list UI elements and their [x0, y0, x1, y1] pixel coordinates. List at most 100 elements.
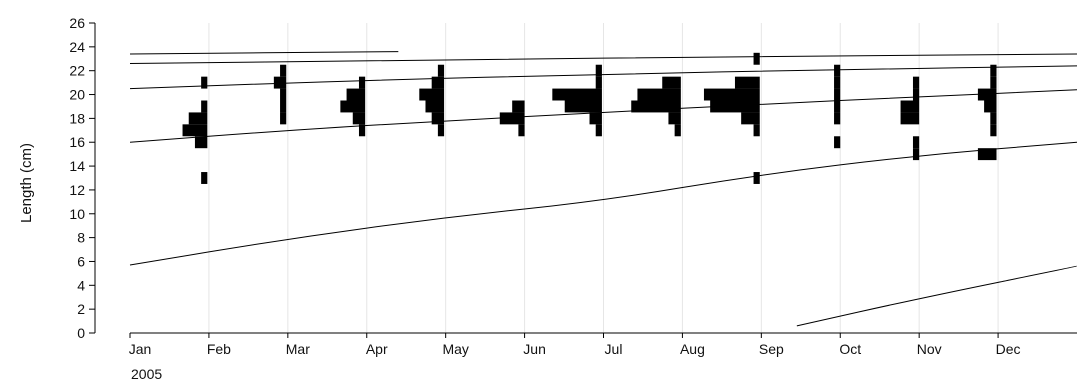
year-label: 2005	[131, 366, 162, 381]
curve-layer	[129, 51, 1077, 327]
y-tick-label-22: 22	[69, 63, 85, 79]
lfd-bar-sample-11-21	[990, 76, 997, 89]
x-tick-label-mar: Mar	[286, 341, 310, 357]
lfd-bar-sample-6-20	[552, 88, 602, 101]
lfd-bar-sample-1-21	[201, 76, 208, 89]
lfd-bar-sample-9-21	[834, 76, 841, 89]
lfd-bar-sample-9-19	[834, 100, 841, 113]
y-tick-label-2: 2	[77, 301, 85, 317]
lfd-bar-sample-4-20	[419, 88, 445, 101]
lfd-bar-sample-1-17	[182, 124, 208, 137]
lfd-bar-sample-8-18	[741, 112, 760, 125]
x-tick-label-feb: Feb	[207, 341, 231, 357]
growth-curve-2	[129, 53, 1077, 65]
lfd-bar-sample-7-19	[631, 100, 681, 113]
y-tick-label-8: 8	[77, 230, 85, 246]
y-tick-label-24: 24	[69, 39, 85, 55]
lfd-bar-sample-10-19	[900, 100, 920, 113]
y-tick-label-10: 10	[69, 206, 85, 222]
lfd-bar-sample-9-18	[834, 112, 841, 125]
lfd-bar-sample-8-13	[753, 172, 760, 184]
lfd-bar-sample-10-15	[912, 148, 920, 161]
lfd-bar-sample-11-20	[977, 88, 997, 101]
lfd-bar-sample-6-19	[564, 100, 602, 113]
lfd-bar-sample-3-18	[352, 112, 366, 125]
lfd-bar-sample-3-19	[340, 100, 366, 113]
lfd-bar-sample-10-18	[900, 112, 920, 125]
lfd-bar-sample-4-22	[437, 64, 445, 77]
lfd-bar-sample-8-20	[703, 88, 760, 101]
x-tick-label-nov: Nov	[917, 341, 942, 357]
lfd-bar-sample-2-22	[280, 64, 287, 77]
lfd-bar-sample-10-21	[912, 76, 920, 89]
lfd-bar-sample-11-22	[990, 64, 997, 77]
lfd-bar-sample-7-21	[662, 76, 681, 89]
x-tick-label-jan: Jan	[129, 341, 152, 357]
y-tick-label-18: 18	[69, 110, 85, 126]
lfd-bar-sample-11-19	[984, 100, 997, 113]
lfd-bar-sample-4-17	[437, 124, 445, 137]
lfd-bar-sample-4-19	[425, 100, 445, 113]
lfd-bar-sample-6-17	[595, 124, 602, 137]
growth-curve-1	[129, 51, 399, 55]
lfd-bar-sample-11-17	[990, 124, 997, 137]
lfd-bar-sample-2-19	[280, 100, 287, 113]
y-tick-label-14: 14	[69, 158, 85, 174]
x-tick-label-apr: Apr	[366, 341, 388, 357]
lfd-bar-sample-2-21	[273, 76, 287, 89]
x-tick-label-jul: Jul	[605, 341, 623, 357]
lfd-bar-sample-3-20	[346, 88, 366, 101]
lfd-bar-sample-9-22	[834, 64, 841, 77]
lfd-bar-sample-9-16	[834, 136, 841, 149]
lfd-bar-sample-8-23	[753, 52, 760, 65]
lfd-bar-sample-2-20	[280, 88, 287, 101]
y-tick-label-0: 0	[77, 325, 85, 341]
y-axis-title: Length (cm)	[18, 143, 35, 223]
lfd-bar-sample-2-18	[280, 112, 287, 125]
y-tick-label-26: 26	[69, 15, 85, 31]
lfd-bar-sample-10-20	[912, 88, 920, 101]
lfd-bar-sample-1-16	[194, 136, 208, 149]
growth-curve-3	[129, 65, 1077, 90]
lfd-bar-sample-6-21	[595, 76, 602, 89]
lfd-bar-sample-6-22	[595, 64, 602, 77]
y-tick-label-4: 4	[77, 277, 85, 293]
lfd-bar-sample-4-18	[431, 112, 445, 125]
x-tick-label-dec: Dec	[996, 341, 1021, 357]
x-tick-label-sep: Sep	[759, 341, 784, 357]
lfd-bar-sample-9-20	[834, 88, 841, 101]
growth-curve-6	[796, 265, 1077, 327]
lfd-bar-sample-8-21	[734, 76, 760, 89]
lfd-bar-sample-5-17	[518, 124, 525, 137]
lfd-bar-sample-4-21	[431, 76, 445, 89]
lfd-bar-sample-8-17	[753, 124, 760, 137]
lfd-bar-sample-7-20	[637, 88, 681, 101]
lfd-bar-sample-6-18	[589, 112, 602, 125]
y-tick-label-6: 6	[77, 253, 85, 269]
lfd-bar-sample-11-18	[990, 112, 997, 125]
y-tick-label-20: 20	[69, 87, 85, 103]
lfd-bar-sample-1-19	[201, 100, 208, 113]
lfd-bar-sample-3-17	[358, 124, 366, 137]
x-tick-label-oct: Oct	[839, 341, 861, 357]
growth-curve-5	[129, 141, 1077, 266]
lfd-bar-sample-1-18	[188, 112, 208, 125]
x-tick-label-jun: Jun	[523, 341, 546, 357]
y-tick-label-12: 12	[69, 182, 85, 198]
lfd-bar-sample-8-19	[710, 100, 760, 113]
lfd-bar-sample-5-18	[499, 112, 525, 125]
lfd-bar-sample-10-16	[912, 136, 920, 149]
x-tick-label-aug: Aug	[680, 341, 705, 357]
lfd-bar-sample-5-19	[512, 100, 525, 113]
y-tick-label-16: 16	[69, 134, 85, 150]
x-tick-label-may: May	[442, 341, 468, 357]
lfd-bar-sample-7-17	[674, 124, 681, 137]
growth-curve-4	[129, 89, 1077, 143]
lfd-bar-sample-11-15	[977, 148, 997, 161]
lfd-bar-sample-1-13	[201, 172, 208, 184]
lfd-bar-sample-3-21	[358, 76, 366, 89]
lfd-bar-sample-7-18	[668, 112, 681, 125]
